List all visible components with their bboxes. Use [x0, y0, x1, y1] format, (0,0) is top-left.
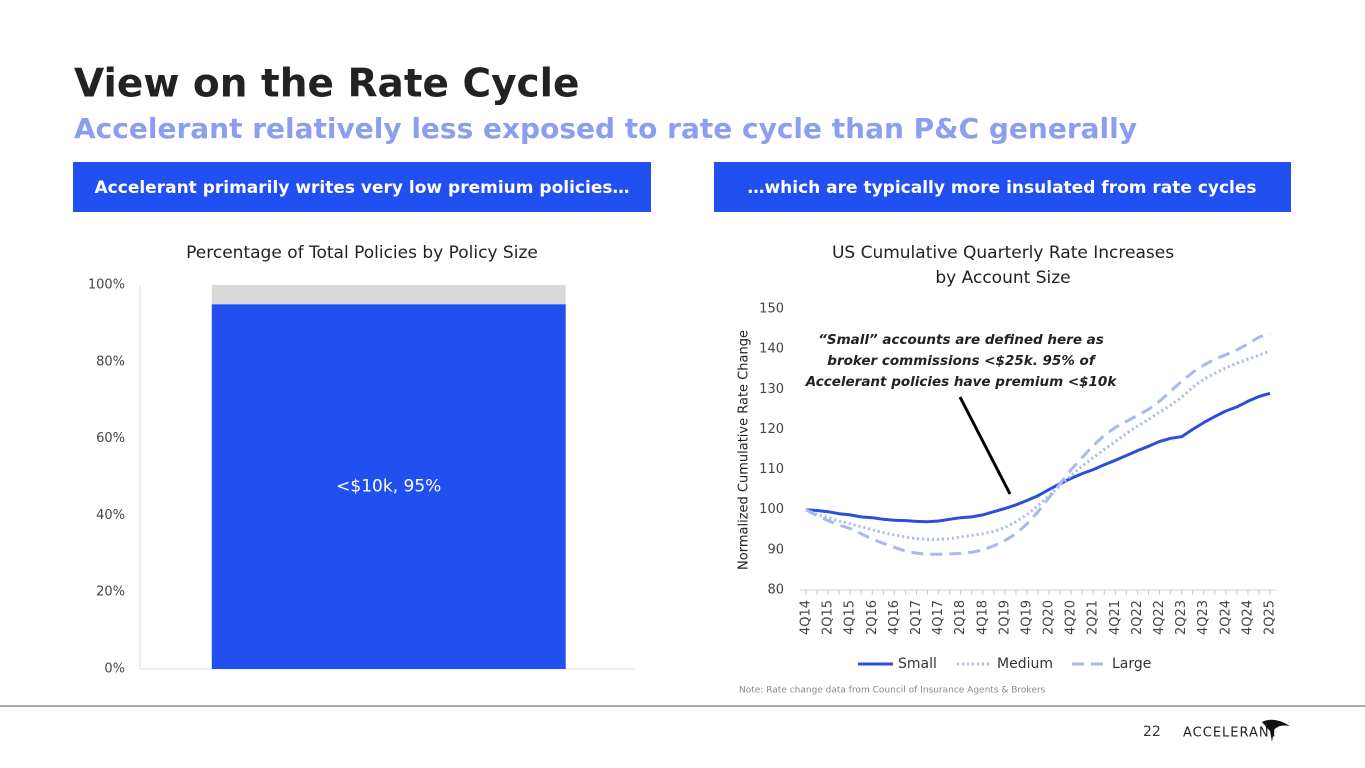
x-tick-label: 2Q15	[821, 600, 836, 635]
annotation: “Small” accounts are defined here as	[818, 332, 1104, 348]
x-tick-label: 2Q21	[1086, 600, 1101, 635]
annotation-arrow	[958, 396, 1012, 495]
x-tick-label: 4Q19	[1019, 600, 1034, 635]
y-tick-label: 40%	[96, 508, 125, 523]
y-tick-label: 110	[759, 462, 784, 477]
y-tick-label: 100%	[88, 278, 125, 293]
legend-label: Small	[898, 656, 937, 672]
x-tick-label: 4Q16	[887, 600, 902, 635]
x-tick-label: 4Q18	[975, 600, 990, 635]
y-tick-label: 20%	[96, 585, 125, 600]
x-tick-label: 2Q22	[1130, 600, 1145, 635]
x-tick-label: 2Q20	[1042, 600, 1057, 635]
legend-label: Medium	[997, 656, 1053, 672]
banner	[714, 162, 1291, 212]
line-series	[805, 391, 1271, 524]
slide-title: View on the Rate Cycle	[74, 62, 580, 107]
y-axis-label: Normalized Cumulative Rate Change	[737, 330, 752, 570]
line-series	[805, 349, 1271, 541]
y-tick-label: 80	[767, 583, 784, 598]
x-tick-label: 4Q14	[799, 600, 814, 635]
y-tick-label: 60%	[96, 431, 125, 446]
x-tick-label: 2Q25	[1263, 600, 1278, 635]
logo-icon	[1262, 719, 1290, 742]
banner	[73, 162, 651, 212]
bar-segment	[211, 285, 566, 305]
line-series	[805, 331, 1271, 556]
y-tick-label: 100	[759, 502, 784, 517]
x-tick-label: 4Q22	[1152, 600, 1167, 635]
x-tick-label: 2Q19	[997, 600, 1012, 635]
x-tick-label: 4Q24	[1240, 600, 1255, 635]
x-tick-label: 2Q23	[1174, 600, 1189, 635]
x-tick-label: 4Q23	[1196, 600, 1211, 635]
y-tick-label: 0%	[104, 662, 125, 677]
x-tick-label: 2Q24	[1218, 600, 1233, 635]
y-tick-label: 150	[759, 302, 784, 317]
slide-subtitle: Accelerant relatively less exposed to ra…	[74, 112, 1137, 145]
x-tick-label: 4Q17	[931, 600, 946, 635]
note: Note: Rate change data from Council of I…	[739, 686, 1046, 696]
x-tick-label: 2Q18	[953, 600, 968, 635]
bar-segment	[211, 304, 566, 669]
y-tick-label: 120	[759, 422, 784, 437]
chart-title: US Cumulative Quarterly Rate Increases	[832, 243, 1174, 263]
x-tick-label: 4Q21	[1108, 600, 1123, 635]
banner-text: Accelerant primarily writes very low pre…	[95, 178, 630, 198]
x-tick-label: 2Q16	[865, 600, 880, 635]
legend-label: Large	[1112, 656, 1151, 672]
annotation: broker commissions <$25k. 95% of	[827, 353, 1097, 369]
y-tick-label: 140	[759, 342, 784, 357]
x-tick-label: 2Q17	[909, 600, 924, 635]
y-tick-label: 80%	[96, 354, 125, 369]
annotation: Accelerant policies have premium <$10k	[805, 374, 1118, 390]
x-tick-label: 4Q20	[1064, 600, 1079, 635]
logo-text: ACCELERANT	[1183, 726, 1279, 741]
page-number: 22	[1143, 724, 1161, 740]
y-tick-label: 130	[759, 382, 784, 397]
chart-title: by Account Size	[935, 268, 1070, 288]
chart-title: Percentage of Total Policies by Policy S…	[186, 243, 538, 263]
y-tick-label: 90	[767, 542, 784, 557]
data-label: <$10k, 95%	[336, 477, 441, 497]
x-tick-label: 4Q15	[843, 600, 858, 635]
banner-text: …which are typically more insulated from…	[747, 178, 1256, 198]
